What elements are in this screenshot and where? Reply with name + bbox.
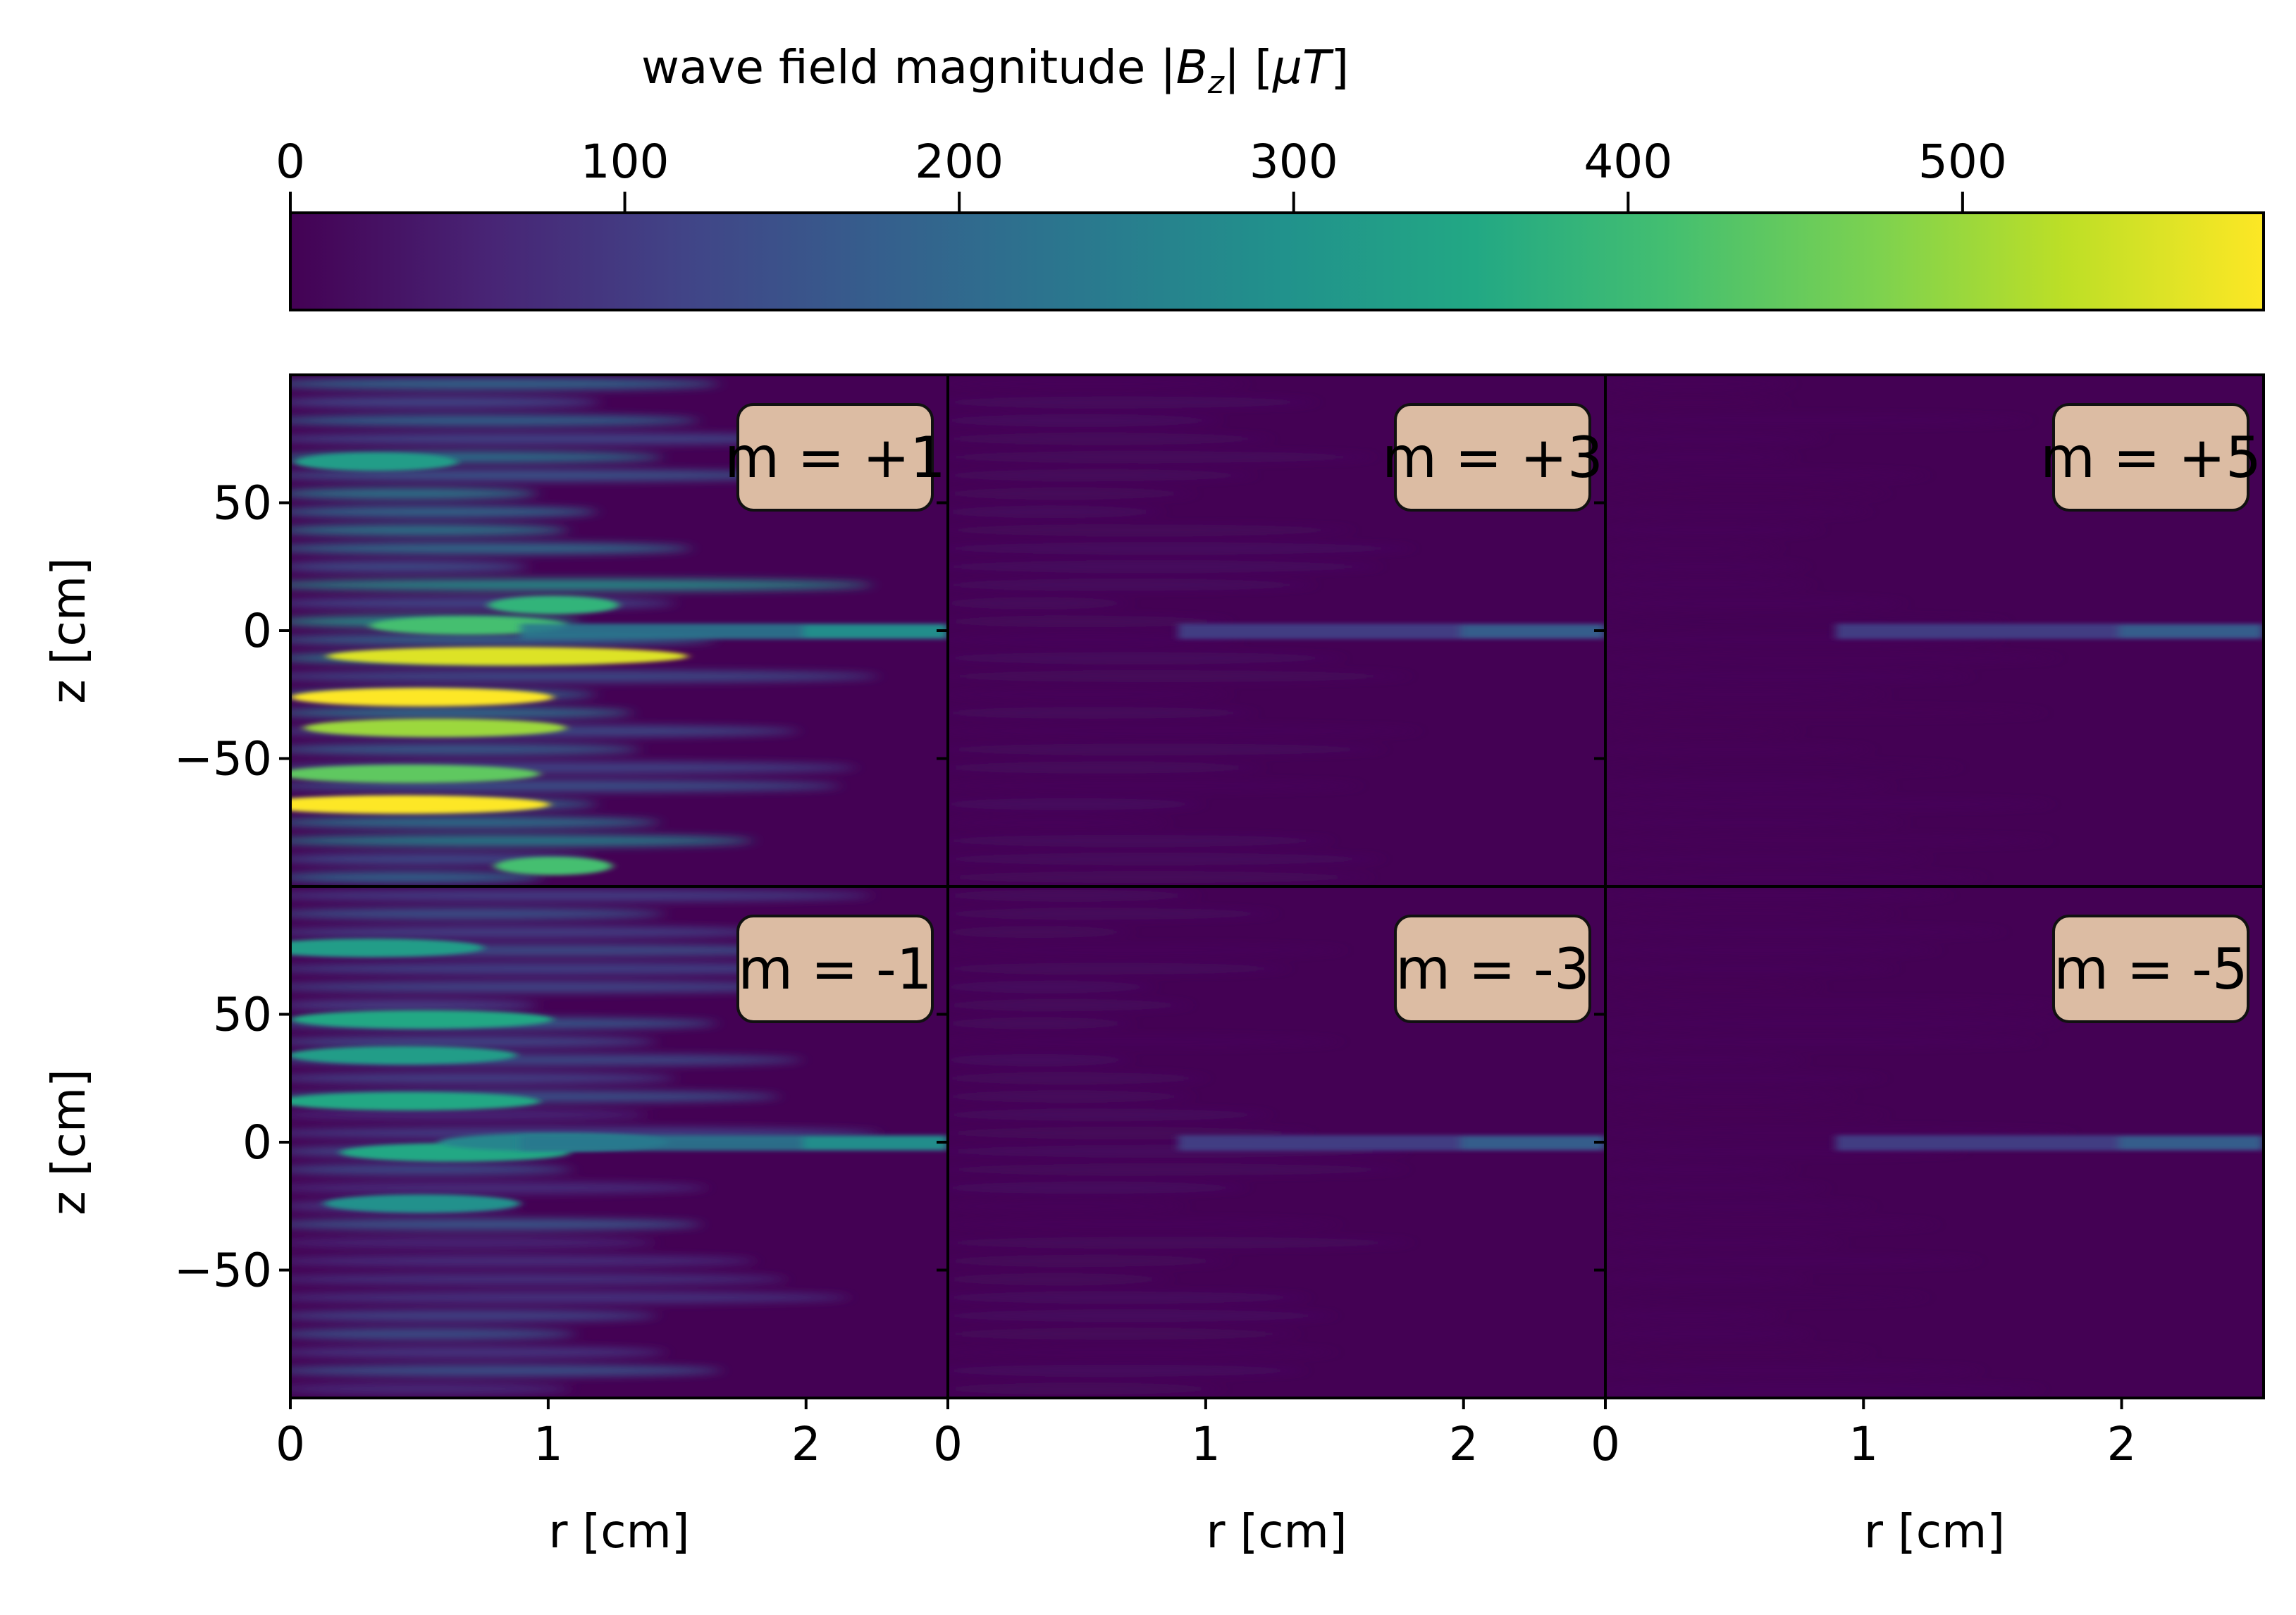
colorbar-gradient xyxy=(289,211,2265,311)
y-tick-label: 50 xyxy=(213,476,272,531)
y-axis-label: z [cm] xyxy=(42,1069,96,1215)
panel-label: m = +3 xyxy=(1382,425,1603,490)
x-tick-label: 1 xyxy=(1191,1417,1221,1471)
y-tick-label: 50 xyxy=(213,988,272,1042)
colorbar-tick-label: 200 xyxy=(915,135,1004,189)
colorbar-tick-label: 0 xyxy=(276,135,305,189)
panel-label-box: m = -3 xyxy=(1394,915,1591,1023)
panel-label-box: m = -5 xyxy=(2052,915,2249,1023)
panel-label: m = -3 xyxy=(1395,936,1590,1002)
colorbar-ticks: 0 100 200 300 400 500 xyxy=(276,135,2007,213)
panel-label: m = +1 xyxy=(724,425,946,490)
panel-label: m = -1 xyxy=(738,936,932,1002)
x-tick-label: 0 xyxy=(276,1417,305,1471)
panel-1 xyxy=(290,375,948,886)
x-tick-label: 0 xyxy=(933,1417,963,1471)
x-axis-label: r [cm] xyxy=(1864,1504,2005,1559)
axes: 50 0 −50 z [cm] 50 0 −50 0 1 2 r [cm] z [cm] 0 1 2 r [c… xyxy=(42,476,2137,1559)
y-tick-label: 0 xyxy=(242,604,272,658)
panel-6 xyxy=(1605,886,2264,1398)
x-axis-label: r [cm] xyxy=(1206,1504,1347,1559)
colorbar: wave field magnitude |Bz| [μT] 0 100 200 30… xyxy=(276,40,2265,311)
panel-label: m = +5 xyxy=(2040,425,2261,490)
x-tick-label: 0 xyxy=(1591,1417,1620,1471)
x-tick-label: 2 xyxy=(791,1417,821,1471)
x-tick-label: 1 xyxy=(1848,1417,1878,1471)
colorbar-tick-label: 300 xyxy=(1249,135,1338,189)
colorbar-label: wave field magnitude |Bz| [μT] xyxy=(641,40,1349,101)
y-tick-label: −50 xyxy=(174,732,272,786)
x-axis-label: r [cm] xyxy=(548,1504,689,1559)
panel-label-box: m = +5 xyxy=(2040,403,2261,512)
y-tick-label: −50 xyxy=(174,1244,272,1298)
colorbar-tick-label: 500 xyxy=(1918,135,2007,189)
x-tick-label: 2 xyxy=(2107,1417,2137,1471)
panel-label-box: m = +1 xyxy=(724,403,946,512)
x-tick-label: 1 xyxy=(533,1417,563,1471)
y-tick-label: 0 xyxy=(242,1115,272,1170)
panel-label-box: m = +3 xyxy=(1382,403,1603,512)
heatmap-panels: m = +1 m = +3 m = +5 m = -1 m = -3 m = -5 xyxy=(289,373,2265,1399)
panel-2 xyxy=(948,375,1605,886)
y-axis-label: z [cm] xyxy=(42,557,96,704)
panel-5 xyxy=(948,886,1605,1398)
colorbar-tick-label: 100 xyxy=(581,135,669,189)
colorbar-tick-label: 400 xyxy=(1584,135,1672,189)
panel-label-box: m = -1 xyxy=(736,915,934,1023)
x-tick-label: 2 xyxy=(1449,1417,1479,1471)
panel-label: m = -5 xyxy=(2054,936,2248,1002)
